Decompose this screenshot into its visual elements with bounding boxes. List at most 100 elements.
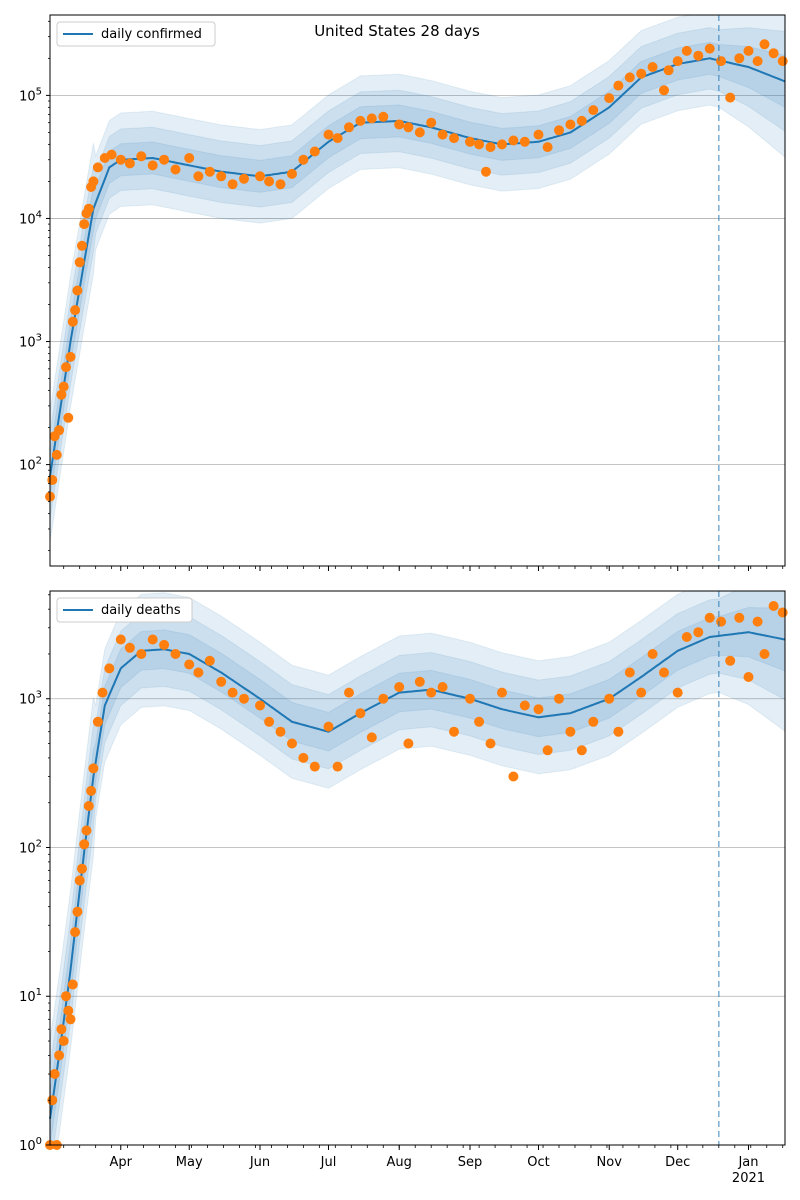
confirmed-data-point <box>663 65 674 76</box>
confirmed-data-point <box>72 285 83 296</box>
deaths-data-point <box>227 687 238 698</box>
deaths-data-point <box>681 632 692 642</box>
deaths-data-point <box>159 639 170 650</box>
confirmed-data-point <box>136 151 147 162</box>
deaths-data-point <box>777 607 788 618</box>
deaths-data-point <box>61 991 71 1002</box>
deaths-data-point <box>693 627 704 638</box>
deaths-x-tick-label: Apr <box>110 1155 133 1170</box>
deaths-uncertainty-bands <box>49 590 786 1146</box>
deaths-data-point <box>768 601 779 611</box>
confirmed-data-point <box>124 158 135 169</box>
deaths-data-point <box>716 616 727 627</box>
confirmed-data-point <box>51 449 62 460</box>
confirmed-data-point <box>576 115 587 126</box>
deaths-panel: 100 101 102 103 Apr May Jun Jul Aug Sep Oct Nov Dec… <box>19 590 788 1186</box>
deaths-data-point <box>287 738 297 749</box>
deaths-data-point <box>604 693 615 704</box>
deaths-data-point <box>88 763 99 774</box>
confirmed-data-point <box>287 168 297 179</box>
deaths-data-point <box>104 663 115 674</box>
deaths-axes-frame <box>49 590 786 1146</box>
deaths-data-point <box>136 649 147 659</box>
deaths-data-point <box>184 659 195 670</box>
confirmed-uncertainty-bands <box>49 14 786 543</box>
deaths-y-ticks: 100 101 102 103 <box>19 594 50 1154</box>
confirmed-data-point <box>147 160 158 171</box>
confirmed-data-point <box>519 136 530 147</box>
confirmed-data-point <box>777 56 788 67</box>
confirmed-data-point <box>79 219 90 230</box>
deaths-data-point <box>636 687 647 698</box>
deaths-data-point <box>519 700 530 711</box>
confirmed-data-point <box>604 93 615 104</box>
deaths-x-tick-label: Jan <box>737 1155 758 1170</box>
deaths-data-point <box>647 649 658 659</box>
confirmed-data-point <box>474 139 485 150</box>
confirmed-data-point <box>437 129 448 140</box>
confirmed-data-point <box>403 122 414 133</box>
deaths-data-point <box>77 863 87 874</box>
confirmed-data-point <box>204 166 215 177</box>
deaths-data-point <box>81 825 92 836</box>
confirmed-data-point <box>449 133 459 144</box>
confirmed-data-point <box>77 240 87 251</box>
deaths-data-point <box>54 1050 65 1061</box>
confirmed-data-point <box>554 125 564 136</box>
confirmed-x-ticks <box>63 566 784 571</box>
deaths-data-point <box>542 745 553 756</box>
confirmed-data-point <box>54 425 65 436</box>
confirmed-data-point <box>465 136 475 147</box>
deaths-data-point <box>63 1005 74 1016</box>
deaths-data-point <box>465 693 475 704</box>
deaths-data-point <box>704 612 715 623</box>
deaths-x-tick-label: Oct <box>527 1155 549 1170</box>
confirmed-y-tick-label: 104 <box>19 209 42 227</box>
confirmed-data-point <box>613 80 624 91</box>
deaths-data-point <box>508 771 519 782</box>
confirmed-data-point <box>115 154 126 165</box>
confirmed-data-point <box>264 176 275 187</box>
confirmed-y-ticks: 102 103 104 105 <box>19 20 50 552</box>
deaths-points <box>45 601 788 1150</box>
confirmed-data-point <box>65 351 76 362</box>
deaths-data-point <box>624 667 635 678</box>
confirmed-data-point <box>216 171 227 182</box>
deaths-x-tick-label: May <box>176 1155 203 1170</box>
confirmed-data-point <box>83 203 94 214</box>
deaths-x-year-label: 2021 <box>732 1171 765 1186</box>
confirmed-data-point <box>332 133 343 144</box>
deaths-data-point <box>759 649 770 659</box>
confirmed-data-point <box>704 43 715 54</box>
confirmed-data-point <box>426 117 437 128</box>
deaths-data-point <box>437 682 448 692</box>
confirmed-data-point <box>61 362 71 373</box>
deaths-x-tick-label: Aug <box>387 1155 412 1170</box>
deaths-data-point <box>355 708 366 719</box>
deaths-data-point <box>255 700 265 711</box>
confirmed-data-point <box>743 45 754 56</box>
confirmed-data-point <box>636 68 647 79</box>
deaths-y-tick-label: 100 <box>19 1136 42 1154</box>
deaths-data-point <box>309 761 320 772</box>
deaths-data-point <box>565 726 576 737</box>
deaths-data-point <box>74 875 85 886</box>
confirmed-data-point <box>63 412 74 423</box>
deaths-data-point <box>332 761 343 772</box>
deaths-data-point <box>49 1069 60 1079</box>
confirmed-data-point <box>693 50 704 61</box>
deaths-y-tick-label: 101 <box>19 987 42 1005</box>
deaths-data-point <box>239 693 249 704</box>
deaths-data-point <box>366 732 377 743</box>
confirmed-data-point <box>588 105 599 116</box>
deaths-y-tick-label: 102 <box>19 838 42 856</box>
confirmed-legend-label: daily confirmed <box>101 27 202 42</box>
deaths-y-tick-label: 103 <box>19 690 42 708</box>
confirmed-data-point <box>309 146 320 157</box>
deaths-data-point <box>216 676 227 687</box>
confirmed-axes-frame <box>49 14 786 567</box>
confirmed-data-point <box>323 129 334 140</box>
deaths-legend-label: daily deaths <box>101 603 181 618</box>
deaths-data-point <box>83 801 94 811</box>
